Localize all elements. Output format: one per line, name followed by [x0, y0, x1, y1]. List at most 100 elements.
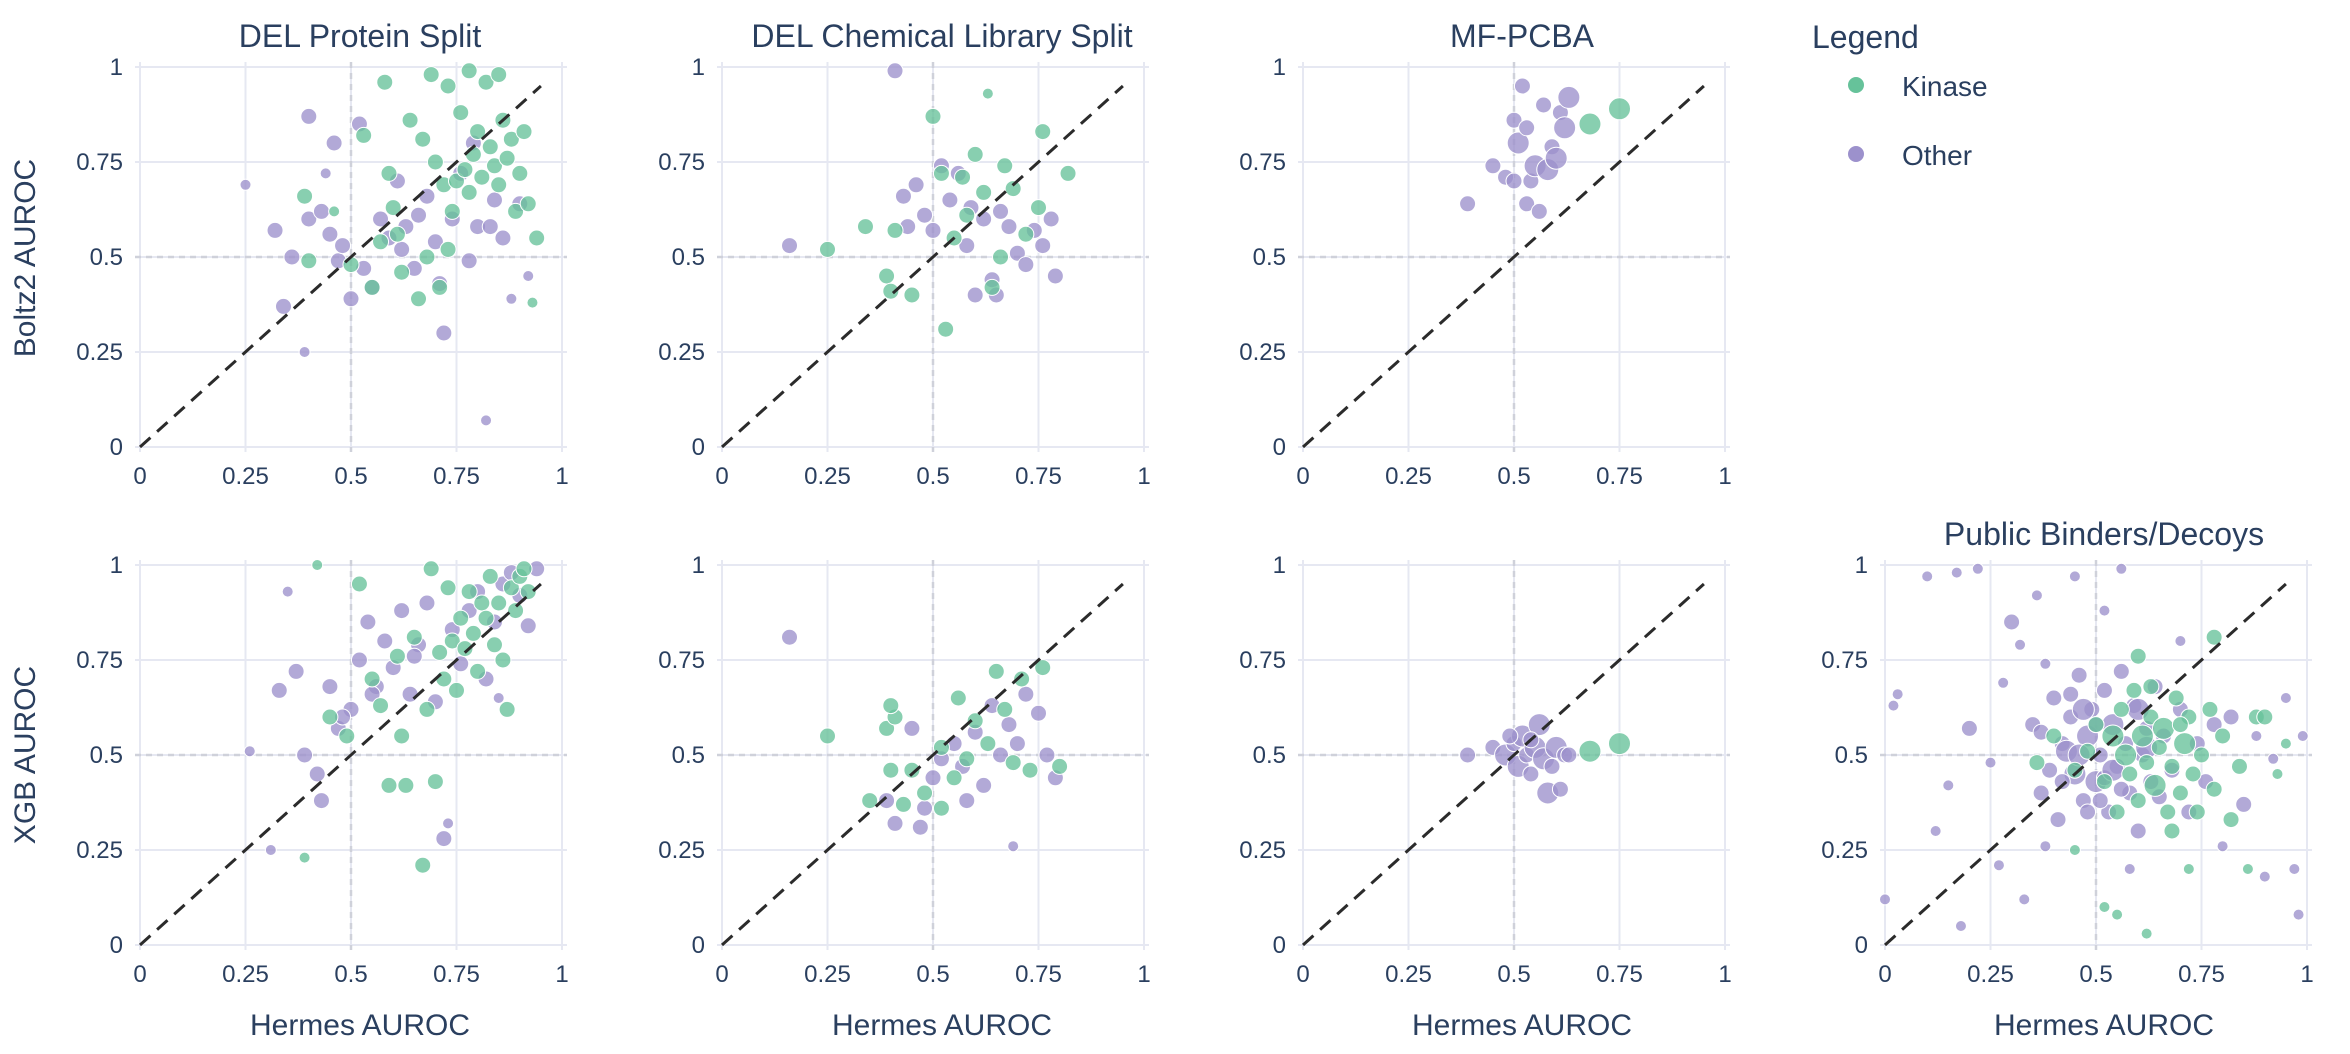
x-tick-label: 0.75 [1596, 463, 1643, 490]
data-point-other [1007, 840, 1020, 853]
y-tick-label: 0.25 [658, 837, 705, 864]
data-point-kinase [418, 248, 436, 266]
x-tick-label: 0.5 [1497, 463, 1530, 490]
data-point-other [2112, 780, 2130, 798]
data-point-kinase [350, 575, 368, 593]
y-tick-label: 0.75 [658, 647, 705, 674]
data-point-other [1997, 676, 2010, 689]
y-tick-label: 0 [110, 932, 123, 959]
data-point-other [2032, 784, 2050, 802]
data-point-other [2288, 863, 2301, 875]
data-point-kinase [2256, 708, 2274, 726]
data-point-other [924, 769, 942, 787]
x-axis-label-col1: Hermes AUROC [250, 1009, 470, 1042]
data-point-other [460, 252, 478, 270]
data-point-other [1459, 195, 1477, 213]
data-point-kinase [2098, 901, 2111, 913]
data-point-other [1505, 172, 1523, 190]
data-point-kinase [439, 77, 457, 95]
data-point-other [886, 814, 904, 832]
data-point-other [2296, 730, 2309, 742]
x-tick-label: 0.25 [222, 463, 269, 490]
data-point-kinase [448, 172, 465, 190]
data-point-other [1505, 111, 1523, 129]
data-point-other [426, 233, 444, 251]
data-point-other [435, 830, 453, 848]
data-point-other [312, 202, 330, 220]
data-point-other [2216, 840, 2229, 853]
data-point-kinase [452, 609, 470, 627]
x-tick-label: 0.25 [804, 961, 851, 988]
y-tick-label: 0 [110, 434, 123, 461]
data-point-other [992, 746, 1010, 764]
data-point-kinase [418, 700, 436, 718]
data-point-kinase [477, 73, 495, 91]
data-point-other [916, 799, 934, 817]
data-point-kinase [515, 560, 533, 578]
data-point-other [287, 662, 305, 680]
x-tick-label: 0 [1878, 961, 1891, 988]
data-point-kinase [996, 157, 1014, 175]
y-tick-label: 0.5 [90, 742, 123, 769]
data-point-other [405, 647, 423, 665]
diagonal-line [138, 84, 542, 449]
data-point-other [2222, 708, 2240, 726]
data-point-kinase [954, 168, 972, 186]
data-point-kinase [2101, 724, 2125, 748]
data-point-kinase [448, 681, 465, 699]
y-tick-label: 0.5 [1253, 742, 1286, 769]
data-point-kinase [2167, 689, 2185, 707]
data-point-other [2112, 662, 2130, 680]
data-point-other [1513, 77, 1531, 95]
data-point-other [1929, 825, 1942, 837]
data-point-other [298, 346, 311, 358]
diagonal-line [720, 84, 1124, 449]
data-point-kinase [2142, 678, 2160, 696]
plot-p23: 0 0.25 0.5 0.75 1 0 0.25 0.5 0.75 1 [1239, 552, 1731, 988]
data-point-kinase [393, 727, 411, 745]
data-point-kinase [380, 776, 398, 794]
x-tick-label: 0.75 [1596, 961, 1643, 988]
data-point-other [781, 628, 799, 646]
data-point-kinase [485, 157, 503, 175]
data-point-other [2049, 811, 2067, 829]
data-point-kinase [1051, 757, 1069, 775]
data-point-kinase [924, 107, 942, 125]
data-point-kinase [426, 153, 444, 171]
data-point-other [481, 218, 499, 236]
data-point-kinase [311, 559, 324, 571]
data-point-other [1017, 685, 1035, 703]
data-point-other [283, 248, 301, 266]
legend: Legend Kinase Other [1812, 19, 1988, 171]
data-point-kinase [949, 689, 967, 707]
data-point-other [522, 270, 535, 282]
data-point-other [321, 678, 339, 696]
data-point-other [418, 187, 436, 205]
x-tick-label: 1 [1718, 463, 1731, 490]
data-point-other [2267, 752, 2280, 765]
data-point-other [1527, 713, 1551, 737]
data-point-other [1887, 699, 1900, 712]
data-point-other [1000, 716, 1018, 734]
data-point-kinase [983, 278, 1001, 296]
data-point-other [2235, 795, 2253, 813]
x-tick-label: 0.25 [1385, 961, 1432, 988]
data-point-other [1459, 746, 1477, 764]
y-tick-label: 0.75 [1239, 647, 1286, 674]
data-point-kinase [1578, 112, 1602, 136]
data-point-other [350, 651, 368, 669]
data-point-kinase [2173, 732, 2197, 756]
data-point-other [2091, 792, 2109, 810]
data-point-kinase [422, 560, 440, 578]
data-point-other [2129, 822, 2147, 840]
data-point-other [519, 617, 537, 635]
data-point-other [319, 167, 332, 180]
data-point-other [2079, 803, 2097, 821]
data-point-other [270, 681, 288, 699]
data-point-kinase [945, 769, 963, 787]
data-point-kinase [355, 126, 373, 144]
data-point-other [2062, 685, 2080, 703]
data-point-kinase [338, 727, 356, 745]
data-point-other [1046, 267, 1064, 285]
